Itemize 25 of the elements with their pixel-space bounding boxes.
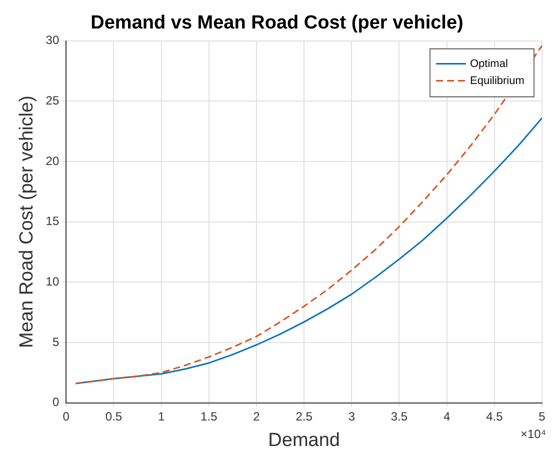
- legend-label: Optimal: [470, 58, 508, 70]
- y-axis-title: Mean Road Cost (per vehicle): [16, 96, 38, 348]
- x-tick-label: 0.5: [105, 409, 122, 424]
- x-tick-label: 0: [62, 409, 70, 424]
- x-axis-title: Demand: [268, 430, 340, 451]
- y-tick-label: 25: [46, 93, 60, 108]
- x-tick-label: 1.5: [200, 409, 218, 424]
- line-series: [74, 44, 542, 384]
- y-tick-label: 30: [46, 33, 60, 48]
- y-tick-label: 0: [52, 395, 60, 410]
- x-tick-label: 1: [158, 409, 165, 424]
- x-tick-label: 2: [253, 409, 260, 424]
- text: ×10⁴: [520, 427, 546, 442]
- y-tick-label: 10: [46, 274, 60, 288]
- chart-title: Demand vs Mean Road Cost (per vehicle): [90, 12, 464, 34]
- x-tick-label: 4.5: [486, 409, 504, 424]
- y-tick-label: 5: [52, 334, 60, 349]
- x-tick-label: 2.5: [296, 409, 313, 424]
- x-tick-label: 4: [443, 409, 450, 424]
- x-tick-label: 3: [348, 409, 356, 424]
- legend-label: Equilibrium: [470, 74, 524, 87]
- y-tick-label: 20: [46, 154, 60, 168]
- x-tick-label: 5: [538, 409, 546, 424]
- y-tick-label: 15: [46, 214, 60, 228]
- x-tick-label: 3.5: [390, 409, 408, 424]
